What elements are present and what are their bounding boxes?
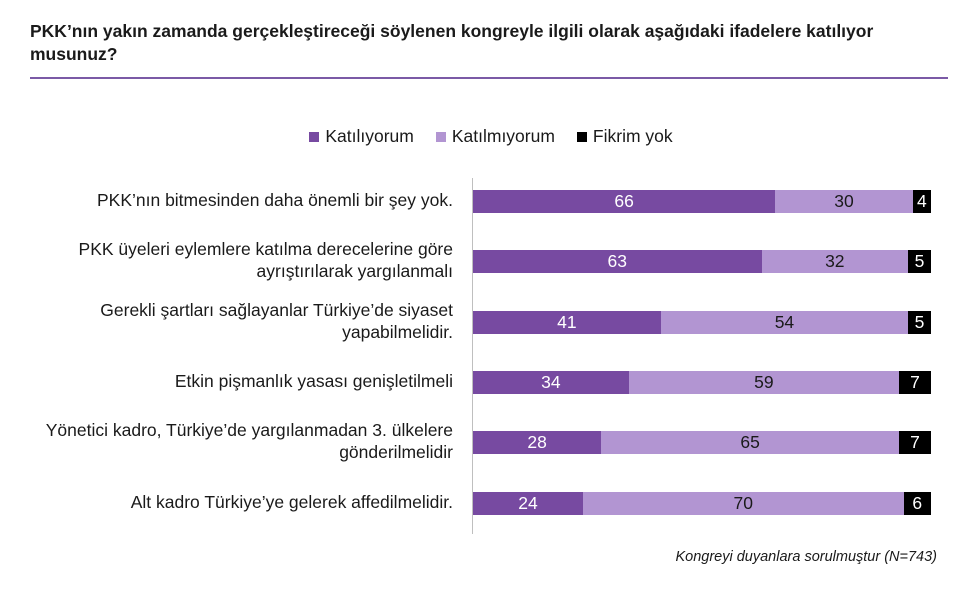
category-label: Gerekli şartları sağlayanlar Türkiye’de … bbox=[100, 299, 453, 342]
data-label: 7 bbox=[910, 432, 920, 453]
noidea-segment: 5 bbox=[908, 310, 931, 334]
disagree-segment: 70 bbox=[582, 491, 904, 515]
agree-segment: 63 bbox=[473, 250, 762, 274]
bar-row: 41 54 5 bbox=[473, 310, 931, 334]
data-label: 59 bbox=[754, 371, 774, 392]
agree-segment: 34 bbox=[473, 370, 629, 394]
agree-segment: 41 bbox=[473, 310, 661, 334]
legend-item-agree: Katılıyorum bbox=[309, 126, 414, 147]
legend: Katılıyorum Katılmıyorum Fikrim yok bbox=[0, 126, 967, 147]
bar-row: 63 32 5 bbox=[473, 250, 931, 274]
data-label: 5 bbox=[914, 251, 925, 272]
legend-label-agree: Katılıyorum bbox=[325, 126, 414, 146]
data-label: 7 bbox=[910, 371, 920, 392]
data-label: 34 bbox=[541, 371, 561, 392]
category-label: PKK’nın bitmesinden daha önemli bir şey … bbox=[96, 190, 453, 210]
data-label: 63 bbox=[607, 251, 627, 272]
bar-row: 66 30 4 bbox=[473, 190, 931, 213]
data-label: 24 bbox=[518, 492, 538, 513]
data-label: 4 bbox=[916, 191, 927, 211]
disagree-segment: 65 bbox=[601, 431, 899, 455]
category-label: PKK üyeleri eylemlere katılma dereceleri… bbox=[78, 239, 453, 282]
category-label: Yönetici kadro, Türkiye’de yargılanmadan… bbox=[45, 420, 453, 463]
legend-item-disagree: Katılmıyorum bbox=[435, 126, 555, 147]
noidea-segment: 5 bbox=[908, 250, 931, 274]
data-label: 65 bbox=[740, 432, 760, 453]
data-label: 6 bbox=[912, 492, 923, 513]
disagree-segment: 59 bbox=[628, 370, 899, 394]
footnote: Kongreyi duyanlara sorulmuştur (N=743) bbox=[675, 549, 937, 565]
bar-row: 24 70 6 bbox=[473, 491, 931, 515]
bar-row: 28 65 7 bbox=[473, 431, 931, 455]
data-label: 32 bbox=[825, 251, 845, 272]
noidea-segment: 4 bbox=[912, 190, 931, 213]
category-label: Etkin pişmanlık yasası genişletilmeli bbox=[174, 370, 453, 391]
noidea-segment: 7 bbox=[898, 370, 931, 394]
legend-label-disagree: Katılmıyorum bbox=[451, 126, 555, 146]
noidea-segment: 6 bbox=[903, 491, 931, 515]
legend-swatch-agree bbox=[309, 131, 320, 142]
data-label: 30 bbox=[834, 191, 854, 211]
data-label: 66 bbox=[614, 191, 634, 211]
legend-swatch-noidea bbox=[576, 131, 587, 142]
data-label: 54 bbox=[774, 311, 795, 332]
disagree-segment: 54 bbox=[660, 310, 909, 334]
bar-row: 34 59 7 bbox=[473, 370, 931, 394]
agree-segment: 66 bbox=[473, 190, 776, 213]
title-divider bbox=[30, 77, 948, 79]
chart-title: PKK’nın yakın zamanda gerçekleştireceği … bbox=[30, 21, 874, 64]
data-label: 41 bbox=[557, 311, 577, 332]
category-label: Alt kadro Türkiye’ye gelerek affedilmeli… bbox=[130, 491, 453, 512]
data-label: 70 bbox=[733, 492, 753, 513]
data-label: 5 bbox=[914, 311, 925, 332]
legend-item-noidea: Fikrim yok bbox=[576, 126, 673, 147]
agree-segment: 24 bbox=[473, 491, 583, 515]
disagree-segment: 30 bbox=[775, 190, 913, 213]
data-label: 28 bbox=[527, 432, 547, 453]
legend-label-noidea: Fikrim yok bbox=[592, 126, 673, 146]
disagree-segment: 32 bbox=[761, 250, 909, 274]
agree-segment: 28 bbox=[473, 431, 602, 455]
noidea-segment: 7 bbox=[898, 431, 931, 455]
legend-swatch-disagree bbox=[435, 131, 446, 142]
category-axis-line bbox=[472, 178, 473, 534]
